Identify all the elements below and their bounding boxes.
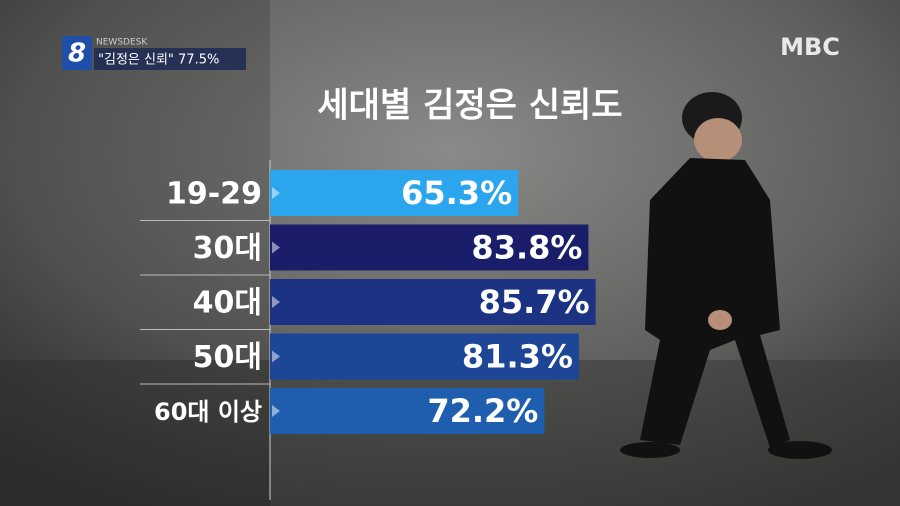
- category-label: 50대: [193, 340, 262, 375]
- category-label: 40대: [193, 286, 262, 321]
- value-label: 72.2%: [427, 392, 538, 430]
- value-label: 83.8%: [471, 229, 582, 267]
- value-label: 65.3%: [401, 174, 512, 212]
- bar: [270, 279, 596, 325]
- headline: "김정은 신뢰" 77.5%: [98, 53, 219, 68]
- bar: [270, 170, 519, 216]
- bar: [270, 224, 589, 271]
- chart-title: 세대별 김정은 신뢰도: [317, 86, 622, 126]
- bar: [270, 388, 545, 434]
- headline-box: [94, 48, 246, 70]
- channel-badge: [62, 36, 92, 70]
- program-name: NEWSDESK: [96, 38, 148, 48]
- bar-pointer: [272, 187, 280, 199]
- category-label: 60대 이상: [154, 398, 262, 426]
- person-silhouette: [620, 92, 832, 459]
- bar: [270, 333, 579, 380]
- value-label: 81.3%: [462, 338, 573, 376]
- value-label: 85.7%: [479, 283, 590, 321]
- channel-logo: MBC: [780, 33, 840, 61]
- label-panel: [0, 0, 270, 506]
- category-label: 30대: [193, 231, 262, 266]
- channel-number: 8: [68, 39, 86, 69]
- bar-pointer: [272, 350, 280, 363]
- bar-pointer: [272, 241, 280, 254]
- category-label: 19-29: [166, 177, 262, 212]
- bar-pointer: [272, 405, 280, 417]
- bar-pointer: [272, 296, 280, 308]
